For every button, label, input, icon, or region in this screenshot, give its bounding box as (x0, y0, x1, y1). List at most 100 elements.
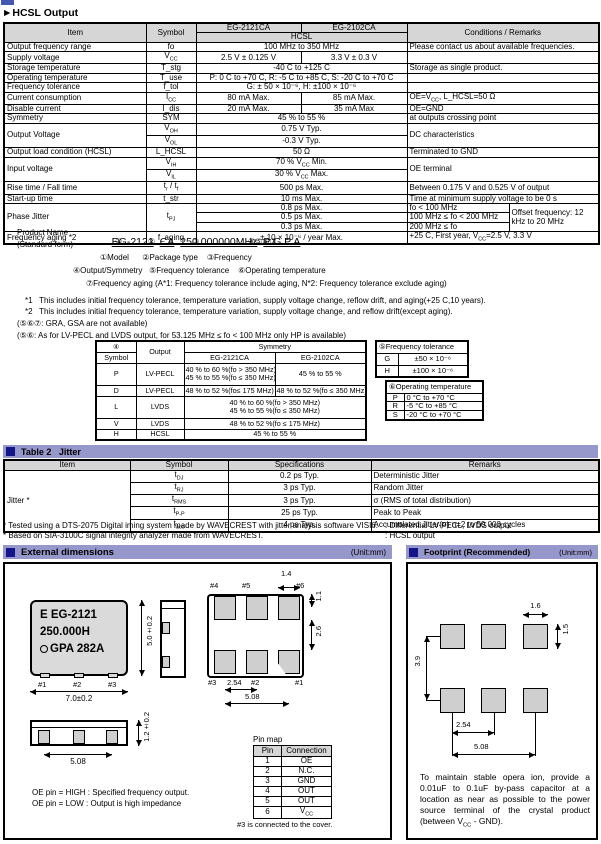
table2-jitter-title: Table 2 Jitter (21, 446, 81, 457)
package-pad-stub (108, 673, 118, 678)
symbol-cell: ICC (145, 91, 197, 105)
row-output-frequency-range: Output frequency range fo 100 MHz to 350… (3, 41, 600, 53)
row-storage-temperature: Storage temperature T_stg -40 C to +125 … (3, 63, 600, 74)
product-code: EG-2121 CA 250.000000MHz P G P A (100, 224, 306, 260)
symbol-cell: D (95, 384, 137, 397)
jitter-header-row: Item Symbol Specifications Remarks (3, 459, 600, 471)
pin-number: 4 (253, 786, 282, 797)
code-options: P G P A (263, 236, 301, 248)
bottom-view-pad-5 (246, 596, 268, 620)
col-header-conditions: Conditions / Remarks (406, 22, 600, 43)
symbol-cell: f_aging (145, 231, 197, 245)
symmetry-row-l: L LVDS 40 % to 60 %(fo > 350 MHz) 45 % to… (95, 395, 367, 419)
dim-label-pad-height: 1.5 (561, 624, 570, 635)
pin-row-3: 3 GND (253, 776, 332, 787)
code-legend-3: ⑦Frequency aging (A*1: Frequency toleran… (86, 279, 447, 288)
external-dimensions-title: External dimensions (21, 546, 114, 558)
dim-label-row-gap: 3.9 (413, 656, 422, 667)
col-header-output: Output (135, 340, 185, 364)
col-header-model2: EG-2102CA (274, 351, 367, 364)
col-header-model2: EG-2102CA (300, 22, 408, 34)
remark-cell (406, 72, 600, 84)
dim-line-body-height (138, 600, 145, 676)
bottom-view-pad-4 (214, 596, 236, 620)
symbol-cell: tRJ (129, 481, 229, 496)
value-cell: 35 mA Max (300, 103, 408, 115)
pinmap-note: #3 is connected to the cover. (237, 820, 333, 829)
symbol-cell: L (95, 395, 137, 419)
value-cell: 48 % to 52 %(fo≤ 175 MHz) (183, 384, 276, 397)
optemp-row-r: R -5 °C to +85 °C (385, 401, 484, 412)
code-marker-4567: ④⑤⑥⑦ (248, 237, 277, 246)
dim-line-span (452, 751, 535, 758)
remark-cell: Deterministic Jitter (370, 469, 600, 483)
frequency-tolerance-table: ⑤Frequency tolerance G ±50 × 10⁻⁶ H ±100… (375, 340, 470, 378)
symmetry-header-row1: ④ Output Symmetry (95, 340, 367, 364)
value-cell: -0.3 V Typ. (195, 135, 408, 149)
package-pad-stub (40, 673, 50, 678)
value-cell: 45 % to 55 % (183, 428, 367, 441)
profile-pad (73, 730, 85, 744)
value-cell: 45 % to 55 % (195, 113, 408, 124)
standard-form-label: (Standard form) (17, 240, 74, 249)
pin-connection: GND (281, 776, 332, 787)
pad-label: #3 (208, 678, 217, 687)
package-top-view: E EG-2121 250.000H GPA 282A (30, 600, 128, 676)
table2-jitter-bar: Table 2 Jitter (3, 445, 598, 458)
spec-header-row1: Item Symbol EG-2121CA EG-2102CA Conditio… (3, 22, 600, 43)
footprint-pad (523, 688, 548, 713)
condition-cell: 100 MHz ≤ fo < 200 MHz (406, 212, 510, 223)
external-dimensions-bar: External dimensions (Unit:mm) (3, 545, 392, 559)
pin-number: 1 (253, 756, 282, 767)
code-marker-3: ③ (192, 237, 200, 246)
col-header-mark4: ④ (95, 340, 137, 353)
row-rise-fall-time: Rise time / Fall time tr / tf 500 ps Max… (3, 181, 600, 195)
jitter-row-dj: Jitter * tDJ 0.2 ps Typ. Deterministic J… (3, 469, 600, 533)
output-symmetry-table: ④ Output Symmetry Symbol EG-2121CA EG-21… (95, 340, 367, 441)
row-disable-current: Disable current I_dis 20 mA Max. 35 mA M… (3, 103, 600, 115)
col-header-connection: Connection (281, 745, 332, 757)
pad-label: #1 (38, 680, 47, 689)
dim-line-pad-gap (308, 620, 315, 650)
col-header-symmetry: Symmetry (183, 340, 367, 353)
item-label: Rise time / Fall time (3, 181, 147, 195)
pin-connection: OE (281, 756, 332, 767)
value-cell: 48 % to 52 %(fo ≤ 175 MHz) (183, 417, 367, 430)
package-profile-view (30, 720, 128, 746)
footprint-pad (523, 624, 548, 649)
dim-label-profile-span: 5.08 (70, 757, 86, 766)
symbol-cell: VIH (145, 156, 197, 171)
jitter-note-hcsl: : HCSL output (385, 531, 435, 540)
symbol-cell: P (95, 362, 137, 386)
dim-line-profile-span (44, 751, 112, 758)
symbol-cell: t_str (145, 193, 197, 205)
footprint-pad (481, 688, 506, 713)
pad-label: #6 (296, 581, 305, 590)
value-cell: 0.8 ps Max. (195, 202, 408, 214)
symbol-cell: tPJ (145, 202, 197, 233)
remark-cell: σ (RMS of total distribution) (370, 494, 600, 508)
value-cell: G: ± 50 × 10⁻⁶, H: ±100 × 10⁻⁶ (195, 82, 408, 93)
remark-cell: OE terminal (406, 156, 600, 183)
item-label: Output load condition (HCSL) (3, 147, 147, 158)
value-cell: 48 % to 52 %(fo ≤ 350 MHz) (274, 384, 367, 397)
pad-label: #5 (242, 581, 251, 590)
dim-label-body-width: 7.0±0.2 (65, 694, 93, 703)
col-header-symbol: Symbol (95, 351, 137, 364)
code-model: EG-2121 (111, 236, 154, 248)
value-cell: 2.5 V ± 0.125 V (195, 51, 302, 65)
note-gra-gsa: (⑤⑥⑦: GRA, GSA are not available) (17, 319, 148, 328)
remark-cell (406, 51, 600, 65)
footprint-panel: 1.6 1.5 3.9 2.54 5.08 To maintain stable… (406, 562, 598, 840)
condition-cell: 200 MHz ≤ fo (406, 221, 510, 233)
pin-connection: VCC (281, 805, 332, 820)
row-phase-jitter-3: 0.3 ps Max. 200 MHz ≤ fo (4, 221, 599, 233)
offset-frequency-cell: Offset frequency: 12 kHz to 20 MHz (508, 202, 600, 233)
side-view-pad (162, 622, 170, 634)
package-marking-line3: GPA 282A (32, 641, 126, 658)
row-output-voltage-low: VOL -0.3 V Typ. (4, 135, 599, 149)
dim-line-pad-width (523, 611, 548, 618)
remark-cell: Random Jitter (370, 481, 600, 496)
row-frequency-aging: Frequency aging *2 f_aging ± 10 × 10⁻⁶ /… (3, 231, 600, 245)
row-phase-jitter-2: 0.5 ps Max. 100 MHz ≤ fo < 200 MHz (4, 212, 599, 223)
